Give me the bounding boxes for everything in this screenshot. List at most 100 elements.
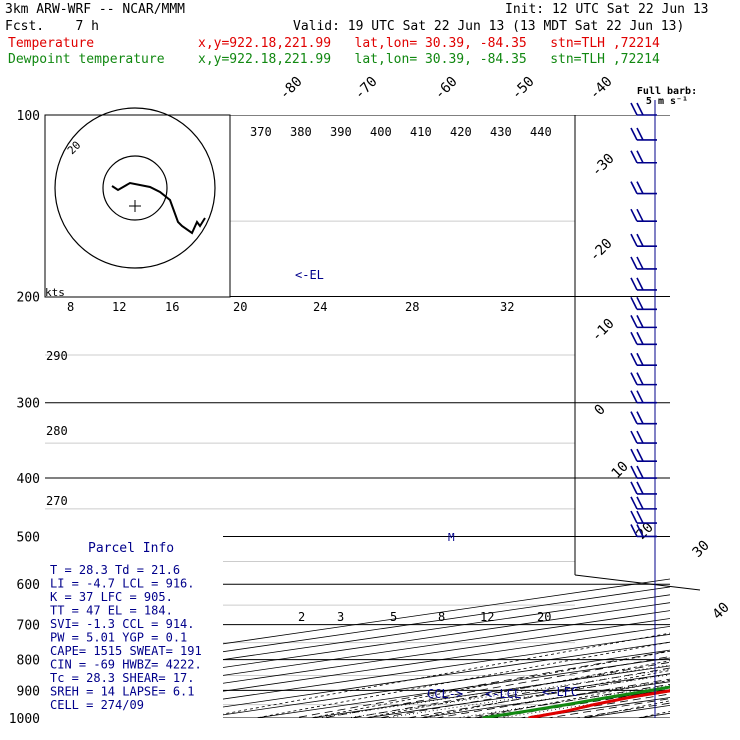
parcel-info-row: TT = 47 EL = 184. (50, 604, 173, 618)
lfc-marker: <-LFC (542, 685, 578, 699)
isotherm-line (45, 578, 670, 670)
wind-barb-flag (636, 496, 644, 510)
wind-barb-flag (636, 430, 644, 444)
theta-label: 400 (370, 125, 392, 139)
isotherm-line (637, 712, 670, 718)
wind-barb-flag (630, 372, 638, 385)
temperature-line (528, 689, 670, 718)
dry-adiabat (580, 700, 670, 718)
wind-barb-flag (636, 372, 644, 385)
isotherm-label: -50 (509, 74, 538, 103)
wind-barb-flag (636, 277, 644, 291)
parcel-info-row: PW = 5.01 YGP = 0.1 (50, 631, 187, 645)
moist-adiabat (489, 688, 670, 718)
wind-barb-flag (636, 150, 644, 164)
isotherm-label: -80 (277, 74, 306, 103)
mixing-ratio-label: 12 (480, 610, 494, 624)
init-time: Init: 12 UTC Sat 22 Jun 13 (505, 2, 709, 17)
parcel-info-row: CELL = 274/09 (50, 698, 144, 712)
dry-adiabat (417, 669, 670, 718)
isotherm-label: 40 (710, 600, 733, 623)
mixing-ratio-line (347, 668, 670, 718)
theta-label: 440 (530, 125, 552, 139)
wind-barb-flag (630, 465, 638, 479)
dry-adiabat (362, 660, 670, 718)
dry-adiabat (471, 679, 670, 718)
isotherm-label: -40 (587, 74, 616, 103)
pressure-tick-label: 700 (17, 619, 40, 634)
wind-barb-flag (630, 256, 638, 270)
wind-barb-flag (636, 208, 644, 222)
wind-barb-flag (636, 256, 644, 270)
wind-barb-flag (630, 390, 638, 404)
wind-barb-flag (636, 481, 644, 495)
wind-barb-flag (636, 233, 644, 247)
moist-adiabat (405, 673, 670, 718)
wind-barb-flag (630, 331, 638, 345)
barb-legend-title: Full barb: (637, 86, 697, 97)
pressure-tick-label: 500 (17, 530, 40, 545)
hodograph-units: kts (45, 286, 65, 299)
moist-adiabat (348, 661, 670, 718)
pressure-tick-label: 100 (17, 109, 40, 124)
wind-barb-flag (636, 331, 644, 345)
wind-barb-flag (630, 127, 638, 141)
wind-barb-flag (630, 181, 638, 194)
isotherm-line (419, 681, 670, 718)
hodograph-ring-inner (102, 155, 168, 221)
isotherm-label: -70 (352, 74, 381, 103)
forecast-hour: Fcst. 7 h (5, 19, 99, 34)
parcel-info-row: LI = -4.7 LCL = 916. (50, 577, 195, 591)
wind-barb-flag (630, 481, 638, 495)
wind-barb-flag (630, 277, 638, 291)
isotherm-line (45, 594, 670, 686)
pressure-tick-label: 1000 (9, 712, 40, 727)
wind-barb-flag (636, 181, 644, 194)
dry-adiabat (635, 711, 670, 718)
wind-barb-flag (630, 352, 638, 366)
mixing-ratio-label: 2 (298, 610, 305, 624)
barb-legend-units: 5 m s⁻¹ (646, 96, 688, 107)
lcl-marker: <-LCL (485, 687, 521, 701)
parcel-info-row: Tc = 28.3 SHEAR= 17. (50, 671, 195, 685)
parcel-info-row: T = 28.3 Td = 21.6 (50, 563, 180, 577)
wind-barb-flag (636, 448, 644, 462)
dry-adiabat (685, 115, 740, 731)
wind-barb-flag (630, 510, 638, 524)
wind-barb-flag (630, 233, 638, 247)
dewpoint-legend: Dewpoint temperature (8, 52, 165, 67)
theta-label: 430 (490, 125, 512, 139)
wind-barb-flag (630, 430, 638, 444)
mixing-ratio-label: 8 (438, 610, 445, 624)
wind-barb-flag (630, 448, 638, 462)
theta-label: 420 (450, 125, 472, 139)
speed-tick-label: 20 (233, 300, 247, 314)
dry-adiabat (526, 689, 670, 718)
pressure-tick-label: 300 (17, 397, 40, 412)
moist-adiabat (376, 667, 670, 718)
model-title: 3km ARW-WRF -- NCAR/MMM (5, 2, 186, 17)
theta-e-label: 270 (46, 494, 68, 508)
theta-label: 390 (330, 125, 352, 139)
isotherm-label: -60 (432, 74, 461, 103)
isotherm-label: 30 (690, 538, 713, 561)
parcel-info-row: CIN = -69 HWBZ= 4222. (50, 658, 202, 672)
speed-tick-label: 8 (67, 300, 74, 314)
wind-barb-flag (630, 296, 638, 310)
wind-barb-flag (636, 465, 644, 479)
hodograph-ring-outer (54, 107, 216, 269)
speed-tick-label: 28 (405, 300, 419, 314)
wind-barb-flag (636, 390, 644, 404)
plot-corner-edge (574, 574, 701, 591)
wind-barb-flag (636, 524, 644, 537)
speed-tick-label: 24 (313, 300, 327, 314)
isotherm-label: -30 (589, 151, 618, 180)
isotherm-label: -10 (589, 316, 618, 345)
pressure-tick-label: 900 (17, 684, 40, 699)
moist-adiabat (433, 678, 670, 718)
wind-barb-flag (630, 524, 638, 537)
wind-barb-flag (636, 102, 644, 116)
speed-tick-label: 32 (500, 300, 514, 314)
